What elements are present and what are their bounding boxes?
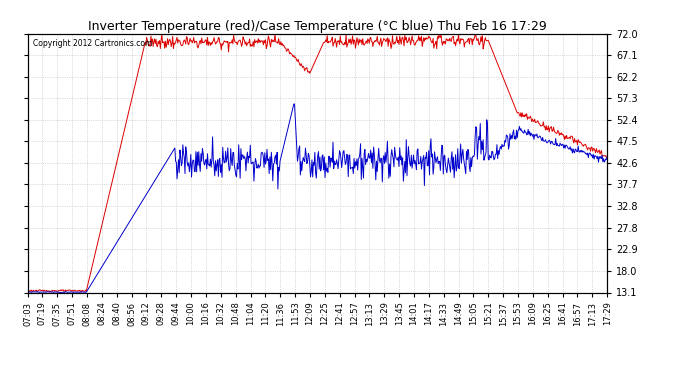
Text: Copyright 2012 Cartronics.com: Copyright 2012 Cartronics.com [33, 39, 152, 48]
Title: Inverter Temperature (red)/Case Temperature (°C blue) Thu Feb 16 17:29: Inverter Temperature (red)/Case Temperat… [88, 20, 546, 33]
